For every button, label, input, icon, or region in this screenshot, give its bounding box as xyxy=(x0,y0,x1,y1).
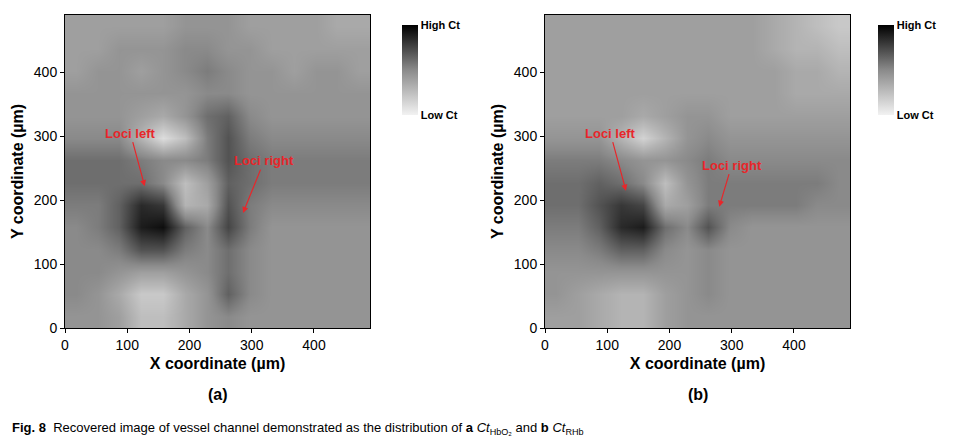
svg-text:(b): (b) xyxy=(688,386,708,403)
svg-text:400: 400 xyxy=(782,337,806,353)
svg-text:300: 300 xyxy=(34,128,58,144)
svg-text:(a): (a) xyxy=(208,386,228,403)
svg-text:Loci left: Loci left xyxy=(585,126,636,141)
svg-text:200: 200 xyxy=(34,192,58,208)
svg-text:0: 0 xyxy=(49,320,57,336)
svg-text:100: 100 xyxy=(116,337,140,353)
svg-text:400: 400 xyxy=(514,64,538,80)
svg-text:High Ct: High Ct xyxy=(897,19,936,31)
svg-text:Y coordinate (µm): Y coordinate (µm) xyxy=(489,104,506,239)
svg-text:X coordinate (µm): X coordinate (µm) xyxy=(150,355,285,372)
svg-text:Low Ct: Low Ct xyxy=(421,109,458,121)
svg-text:Loci right: Loci right xyxy=(234,153,294,168)
svg-text:0: 0 xyxy=(541,337,549,353)
svg-text:300: 300 xyxy=(514,128,538,144)
svg-text:0: 0 xyxy=(61,337,69,353)
svg-text:Low Ct: Low Ct xyxy=(897,109,934,121)
svg-text:0: 0 xyxy=(529,320,537,336)
svg-text:200: 200 xyxy=(658,337,682,353)
svg-text:100: 100 xyxy=(596,337,620,353)
svg-text:300: 300 xyxy=(720,337,744,353)
svg-text:High Ct: High Ct xyxy=(421,19,460,31)
svg-text:Y coordinate (µm): Y coordinate (µm) xyxy=(9,104,26,239)
svg-text:400: 400 xyxy=(34,64,58,80)
svg-text:Loci right: Loci right xyxy=(702,158,762,173)
svg-text:400: 400 xyxy=(302,337,326,353)
svg-text:200: 200 xyxy=(514,192,538,208)
svg-text:Loci left: Loci left xyxy=(105,126,156,141)
svg-text:X coordinate (µm): X coordinate (µm) xyxy=(630,355,765,372)
svg-text:Fig. 8 Recovered image of ves: Fig. 8 Recovered image of vessel channel… xyxy=(12,420,584,437)
svg-text:200: 200 xyxy=(178,337,202,353)
svg-text:100: 100 xyxy=(34,256,58,272)
svg-text:300: 300 xyxy=(240,337,264,353)
svg-text:100: 100 xyxy=(514,256,538,272)
